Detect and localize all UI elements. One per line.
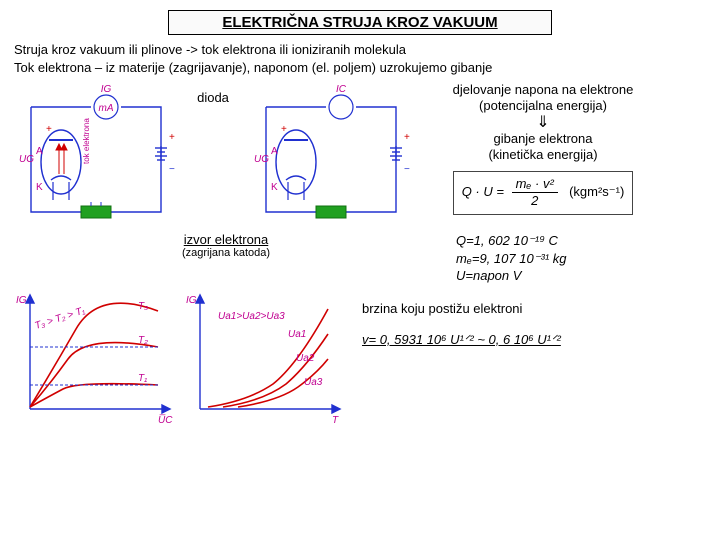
svg-text:UG: UG bbox=[19, 154, 34, 165]
speed-equation: v= 0, 5931 10⁶ U¹ᐟ² ~ 0, 6 10⁶ U¹ᐟ² bbox=[362, 332, 692, 348]
circuit-diagram-1: mA IG + A K UG tok elektrona bbox=[11, 82, 181, 232]
formula-units: (kgm²s⁻¹) bbox=[569, 184, 624, 199]
const-me: mₑ=9, 107 10⁻³¹ kg bbox=[456, 250, 567, 268]
bottom-text-block: brzina koju postižu elektroni v= 0, 5931… bbox=[348, 289, 692, 429]
rt-line1: djelovanje napona na elektrone bbox=[418, 82, 668, 98]
svg-text:IG: IG bbox=[100, 84, 111, 95]
svg-text:+: + bbox=[404, 132, 410, 143]
down-arrow-icon: ⇓ bbox=[418, 115, 668, 131]
intro-line-2: Tok elektrona – iz materije (zagrijavanj… bbox=[14, 59, 706, 77]
intro-line-1: Struja kroz vakuum ili plinove -> tok el… bbox=[14, 41, 706, 59]
svg-text:+: + bbox=[281, 124, 287, 135]
svg-text:UG: UG bbox=[254, 154, 269, 165]
izvor-line: izvor elektrona bbox=[36, 232, 416, 247]
iv-graph-temperature: IG U̅C T₁ T₂ T₃ T₃ > T₂ > T₁ bbox=[8, 289, 178, 429]
circuit-left-col: mA IG + A K UG tok elektrona bbox=[8, 82, 183, 232]
svg-text:T₃: T₃ bbox=[138, 301, 148, 312]
dioda-label: dioda bbox=[197, 90, 229, 105]
dioda-label-col: dioda bbox=[183, 82, 243, 105]
formula-lhs: Q · U = bbox=[462, 184, 504, 199]
svg-text:T₂: T₂ bbox=[138, 335, 148, 346]
formula-num: mₑ · v² bbox=[512, 176, 558, 193]
svg-text:+: + bbox=[46, 124, 52, 135]
svg-text:tok elektrona: tok elektrona bbox=[82, 118, 91, 164]
svg-text:T₃ > T₂ > T₁: T₃ > T₂ > T₁ bbox=[34, 305, 87, 332]
rt-line2: (potencijalna energija) bbox=[418, 98, 668, 114]
svg-text:IC: IC bbox=[336, 84, 347, 95]
svg-text:U̅C: U̅C bbox=[158, 414, 173, 426]
iv-graph-voltage: IG T Ua1 Ua2 Ua3 Ua1>Ua2>Ua3 bbox=[178, 289, 348, 429]
rt-line4: (kinetička energija) bbox=[418, 147, 668, 163]
svg-text:K: K bbox=[271, 182, 278, 193]
mid-row: izvor elektrona (zagrijana katoda) Q=1, … bbox=[0, 232, 720, 285]
svg-text:Ua2: Ua2 bbox=[296, 353, 315, 364]
svg-text:Ua1: Ua1 bbox=[288, 329, 306, 340]
svg-text:−: − bbox=[169, 164, 175, 175]
rt-line3: gibanje elektrona bbox=[418, 131, 668, 147]
energy-formula: Q · U = mₑ · v² 2 (kgm²s⁻¹) bbox=[453, 171, 634, 215]
page-title: ELEKTRIČNA STRUJA KROZ VAKUUM bbox=[168, 10, 552, 35]
svg-text:T₁: T₁ bbox=[138, 373, 147, 384]
svg-text:A: A bbox=[36, 146, 43, 157]
const-q: Q=1, 602 10⁻¹⁹ C bbox=[456, 232, 567, 250]
top-row: mA IG + A K UG tok elektrona bbox=[0, 80, 720, 232]
svg-text:−: − bbox=[404, 164, 410, 175]
circuit-diagram-2: IC + A K UG + − bbox=[246, 82, 416, 232]
circuit-right-col: IC + A K UG + − bbox=[243, 82, 418, 232]
speed-heading: brzina koju postižu elektroni bbox=[362, 301, 692, 316]
svg-text:+: + bbox=[169, 132, 175, 143]
formula-den: 2 bbox=[512, 193, 558, 209]
izvor-sub: (zagrijana katoda) bbox=[36, 247, 416, 259]
izvor-caption: izvor elektrona (zagrijana katoda) bbox=[8, 232, 416, 285]
svg-text:K: K bbox=[36, 182, 43, 193]
svg-text:Ua3: Ua3 bbox=[304, 377, 323, 388]
const-u: U=napon V bbox=[456, 267, 567, 285]
right-text-block: djelovanje napona na elektrone (potencij… bbox=[418, 82, 668, 215]
svg-text:IG: IG bbox=[16, 295, 27, 306]
svg-text:T: T bbox=[332, 415, 339, 426]
constants-block: Q=1, 602 10⁻¹⁹ C mₑ=9, 107 10⁻³¹ kg U=na… bbox=[456, 232, 567, 285]
svg-text:A: A bbox=[271, 146, 278, 157]
bottom-row: IG U̅C T₁ T₂ T₃ T₃ > T₂ > T₁ IG T Ua1 bbox=[0, 285, 720, 429]
svg-text:mA: mA bbox=[98, 103, 113, 114]
svg-text:IG: IG bbox=[186, 295, 197, 306]
intro-block: Struja kroz vakuum ili plinove -> tok el… bbox=[0, 41, 720, 80]
svg-text:Ua1>Ua2>Ua3: Ua1>Ua2>Ua3 bbox=[218, 311, 285, 322]
